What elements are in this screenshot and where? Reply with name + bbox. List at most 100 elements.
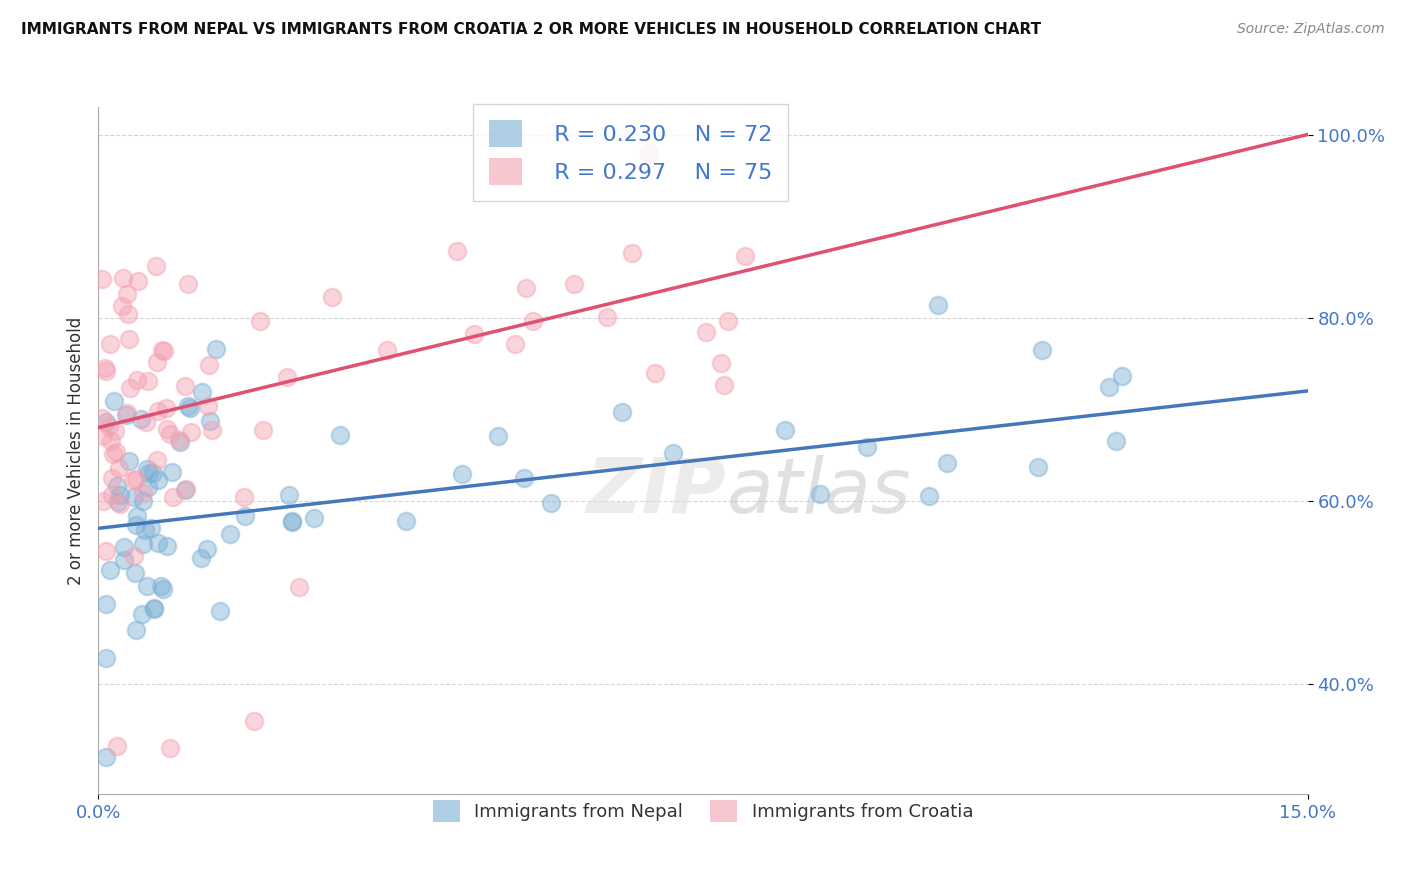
Point: [118, 380, 141, 394]
Point: [125, 517, 148, 532]
Point: [177, 277, 200, 291]
Point: [98, 336, 121, 351]
Point: [176, 482, 198, 496]
Point: [149, 579, 172, 593]
Point: [662, 446, 685, 460]
Text: ZIP: ZIP: [588, 455, 727, 529]
Point: [179, 401, 201, 416]
Point: [131, 412, 153, 426]
Point: [98, 563, 121, 577]
Point: [856, 440, 879, 454]
Point: [513, 471, 536, 485]
Point: [142, 466, 165, 480]
Point: [136, 579, 159, 593]
Point: [463, 326, 485, 341]
Point: [620, 246, 643, 260]
Point: [190, 551, 212, 566]
Point: [717, 314, 740, 328]
Point: [522, 314, 544, 328]
Point: [91, 272, 114, 286]
Point: [117, 406, 139, 420]
Point: [91, 411, 114, 425]
Point: [136, 480, 159, 494]
Point: [94, 544, 117, 558]
Point: [114, 553, 136, 567]
Point: [145, 259, 167, 273]
Point: [209, 604, 232, 618]
Point: [243, 714, 266, 728]
Point: [152, 582, 174, 596]
Point: [132, 486, 155, 500]
Point: [515, 281, 537, 295]
Point: [118, 454, 141, 468]
Point: [101, 470, 124, 484]
Point: [146, 536, 169, 550]
Point: [252, 423, 274, 437]
Point: [124, 566, 146, 581]
Point: [159, 427, 181, 442]
Point: [159, 741, 181, 756]
Point: [125, 472, 148, 486]
Point: [918, 489, 941, 503]
Point: [156, 539, 179, 553]
Point: [105, 739, 128, 753]
Point: [486, 429, 509, 443]
Point: [91, 429, 114, 443]
Point: [596, 310, 619, 324]
Point: [108, 460, 131, 475]
Point: [734, 249, 756, 263]
Point: [201, 423, 224, 437]
Point: [138, 467, 160, 481]
Point: [281, 514, 304, 528]
Point: [276, 370, 298, 384]
Point: [108, 488, 131, 502]
Point: [103, 447, 125, 461]
Point: [131, 537, 153, 551]
Point: [117, 308, 139, 322]
Point: [96, 415, 118, 429]
Point: [127, 274, 149, 288]
Point: [162, 490, 184, 504]
Point: [111, 299, 134, 313]
Point: [111, 271, 134, 285]
Point: [195, 542, 218, 557]
Point: [156, 422, 179, 436]
Point: [1026, 459, 1049, 474]
Point: [278, 488, 301, 502]
Point: [93, 360, 115, 375]
Point: [644, 367, 666, 381]
Point: [191, 384, 214, 399]
Point: [233, 508, 256, 523]
Point: [562, 277, 585, 291]
Point: [773, 423, 796, 437]
Point: [122, 549, 145, 563]
Point: [107, 495, 129, 509]
Point: [446, 244, 468, 258]
Point: [152, 343, 174, 358]
Point: [218, 527, 240, 541]
Point: [143, 602, 166, 616]
Point: [146, 473, 169, 487]
Point: [375, 343, 398, 357]
Point: [110, 498, 132, 512]
Point: [710, 356, 733, 370]
Point: [146, 355, 169, 369]
Point: [395, 515, 418, 529]
Point: [112, 541, 135, 555]
Point: [233, 490, 256, 504]
Point: [503, 336, 526, 351]
Point: [96, 750, 118, 764]
Point: [936, 456, 959, 470]
Point: [139, 521, 162, 535]
Point: [695, 325, 717, 339]
Point: [197, 399, 219, 413]
Point: [125, 623, 148, 637]
Legend: Immigrants from Nepal, Immigrants from Croatia: Immigrants from Nepal, Immigrants from C…: [419, 786, 987, 837]
Point: [91, 494, 114, 508]
Point: [612, 404, 634, 418]
Point: [94, 364, 117, 378]
Point: [135, 462, 157, 476]
Point: [810, 487, 832, 501]
Point: [136, 374, 159, 388]
Point: [104, 424, 127, 438]
